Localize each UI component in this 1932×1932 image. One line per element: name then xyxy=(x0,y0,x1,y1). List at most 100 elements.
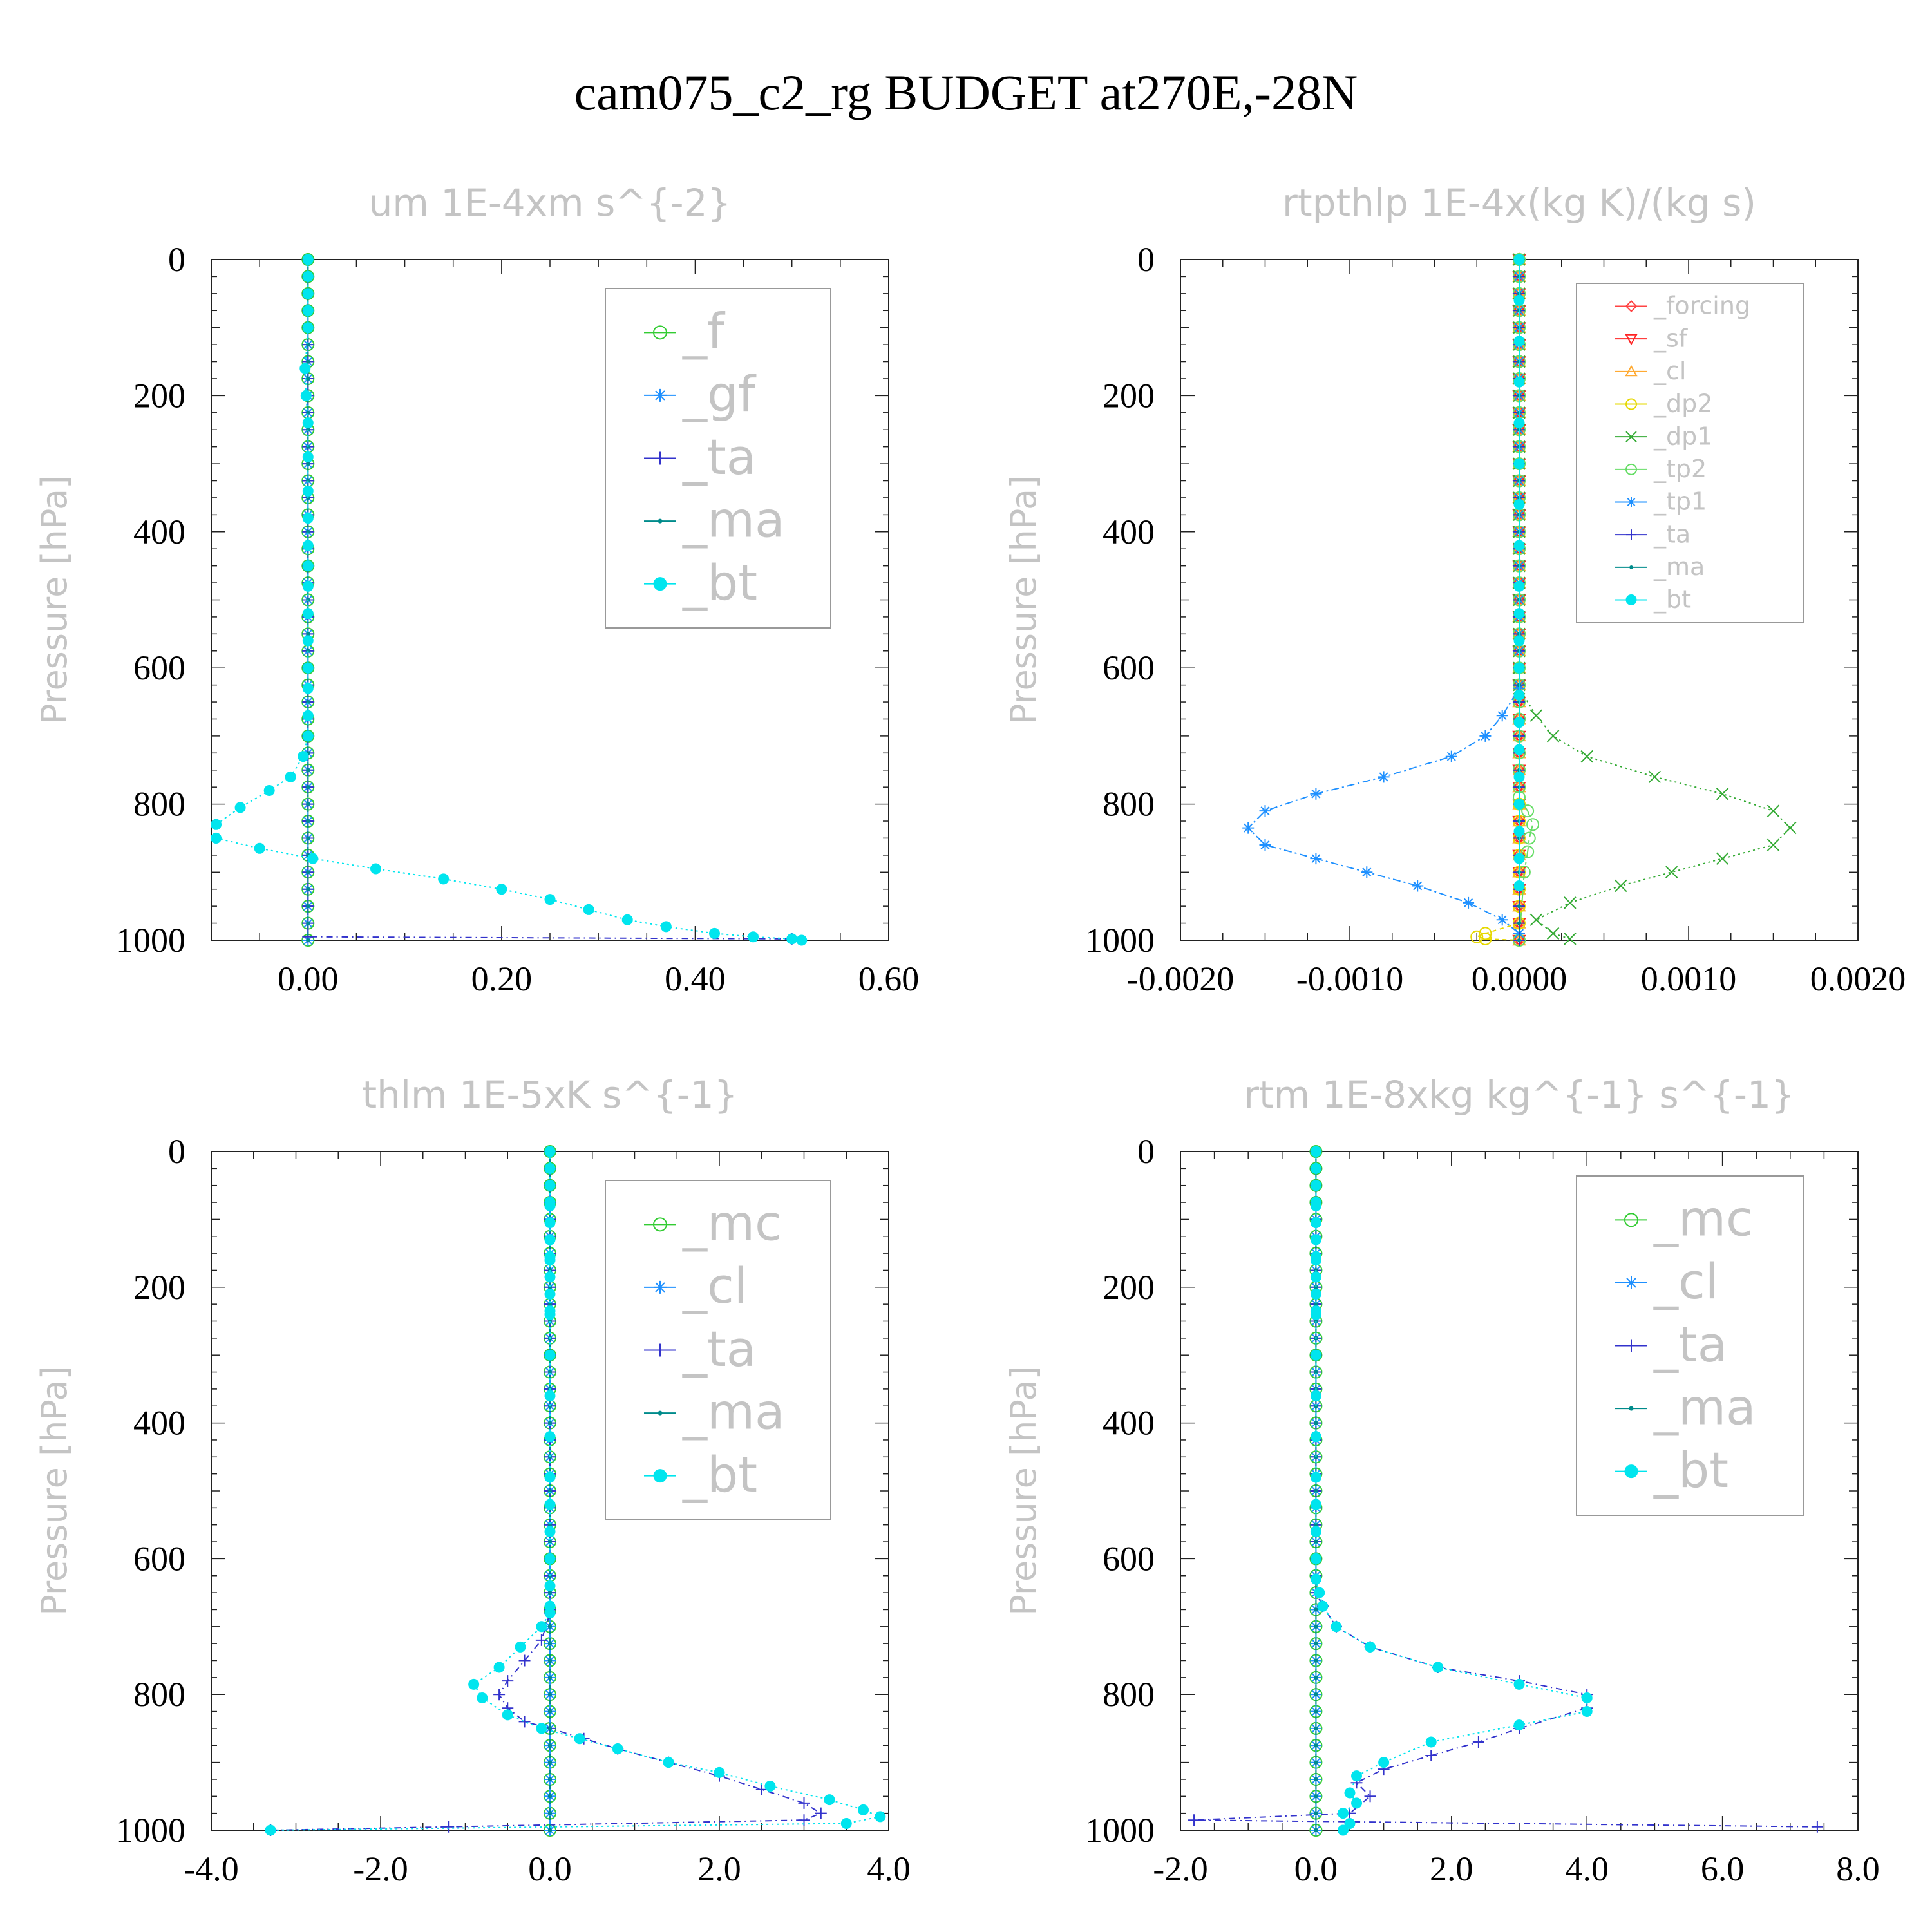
data-point xyxy=(547,1319,553,1323)
data-point xyxy=(1310,1180,1321,1191)
data-point xyxy=(1513,771,1525,782)
data-point xyxy=(1513,662,1525,674)
y-tick-label: 0 xyxy=(1137,1132,1155,1171)
data-point xyxy=(306,785,310,790)
legend-marker xyxy=(653,577,667,591)
y-tick-label: 1000 xyxy=(1085,921,1155,960)
data-point xyxy=(1331,1621,1342,1633)
data-point xyxy=(544,894,556,905)
series-line xyxy=(1193,1151,1817,1828)
data-point xyxy=(1463,896,1475,909)
panel-um: um 1E-4xm s^{-2} Pressure [hPa] 0 200 400 600… xyxy=(34,181,919,998)
data-point xyxy=(1513,336,1525,347)
legend: _f_gf _ta_ma _bt xyxy=(605,288,831,629)
x-tick-label: 0.60 xyxy=(858,960,920,998)
data-point xyxy=(1425,1736,1437,1748)
series-line xyxy=(307,260,792,940)
data-point xyxy=(1432,1662,1444,1673)
data-point xyxy=(1310,1553,1321,1564)
data-point xyxy=(1479,730,1492,742)
data-point xyxy=(1784,821,1797,835)
legend-item: _mc xyxy=(644,1195,782,1252)
legend-item: _ta xyxy=(1615,520,1690,548)
data-point xyxy=(544,1580,556,1592)
data-point xyxy=(1337,1824,1349,1836)
data-point xyxy=(1479,927,1492,940)
data-point xyxy=(1310,1472,1321,1483)
data-point xyxy=(547,1828,553,1833)
legend-label: _dp2 xyxy=(1653,390,1712,418)
data-point xyxy=(1310,1499,1321,1510)
data-point xyxy=(1314,1587,1325,1598)
data-point xyxy=(1521,804,1535,818)
legend: _mc _cl _ta_ma _bt xyxy=(1576,1175,1804,1516)
data-point xyxy=(306,461,310,466)
legend-marker xyxy=(1624,1213,1638,1227)
data-point xyxy=(547,1642,553,1646)
data-point xyxy=(306,410,310,415)
data-point xyxy=(708,927,720,939)
series-line xyxy=(1247,260,1520,934)
data-point xyxy=(302,608,314,620)
legend-item: _cl xyxy=(644,1257,748,1314)
legend: _forcing _sf _cl _dp2 _dp1 _tp2 _tp1 _ta _ma _bt xyxy=(1576,283,1804,623)
legend-item: _tp2 xyxy=(1615,455,1707,483)
data-point xyxy=(1337,1808,1349,1819)
legend-marker xyxy=(1626,497,1636,507)
y-tick-label: 0 xyxy=(168,1132,185,1171)
x-tick-label: 6.0 xyxy=(1701,1850,1745,1888)
data-point xyxy=(840,1817,852,1829)
data-point xyxy=(1188,1814,1200,1826)
legend-marker xyxy=(653,1469,667,1483)
data-point xyxy=(1242,822,1255,834)
legend-item: _bt xyxy=(644,1446,757,1503)
data-point xyxy=(493,1662,505,1673)
data-point xyxy=(544,1607,556,1619)
data-point xyxy=(547,1302,553,1307)
data-point xyxy=(1513,744,1525,755)
y-axis-label: Pressure [hPa] xyxy=(34,1366,75,1615)
legend-label: _mc xyxy=(1653,1190,1753,1247)
data-point xyxy=(300,390,312,401)
legend-marker xyxy=(658,1410,663,1416)
data-point xyxy=(755,1783,768,1795)
x-tick-label: 0.20 xyxy=(471,960,533,998)
legend-item: _f xyxy=(644,303,726,360)
data-point xyxy=(302,580,314,592)
data-point xyxy=(858,1804,869,1815)
data-point xyxy=(1314,1302,1318,1307)
data-point xyxy=(302,683,314,694)
y-tick-label: 0 xyxy=(168,240,185,279)
data-point xyxy=(547,1726,553,1731)
data-point xyxy=(493,1689,506,1701)
legend-marker xyxy=(1625,365,1638,377)
data-point xyxy=(1314,1658,1318,1663)
y-tick-label: 400 xyxy=(1103,1404,1155,1443)
data-point xyxy=(547,1658,553,1663)
data-point xyxy=(285,771,296,782)
data-point xyxy=(515,1641,526,1653)
legend-item: _bt xyxy=(644,554,757,611)
data-point xyxy=(786,933,798,945)
data-point xyxy=(1665,866,1678,879)
legend-label: _forcing xyxy=(1653,292,1750,320)
data-point xyxy=(1314,1624,1318,1629)
data-point xyxy=(306,359,310,364)
y-axis-label: Pressure [hPa] xyxy=(1003,1366,1044,1615)
x-tick-label: 2.0 xyxy=(1430,1850,1473,1888)
data-point xyxy=(1310,1390,1321,1401)
data-point xyxy=(1310,1349,1321,1361)
legend-label: _ma xyxy=(1653,1378,1756,1435)
data-point xyxy=(1314,1794,1318,1799)
legend-marker xyxy=(1625,1276,1638,1289)
data-point xyxy=(1314,1675,1318,1680)
data-point xyxy=(302,730,314,742)
legend-item: _bt xyxy=(1615,585,1691,614)
data-point xyxy=(306,529,310,534)
data-point xyxy=(547,1794,553,1799)
data-point xyxy=(306,819,310,824)
data-point xyxy=(306,699,310,705)
data-point xyxy=(502,1709,513,1721)
y-tick-label: 200 xyxy=(133,1268,185,1307)
data-point xyxy=(302,540,314,551)
